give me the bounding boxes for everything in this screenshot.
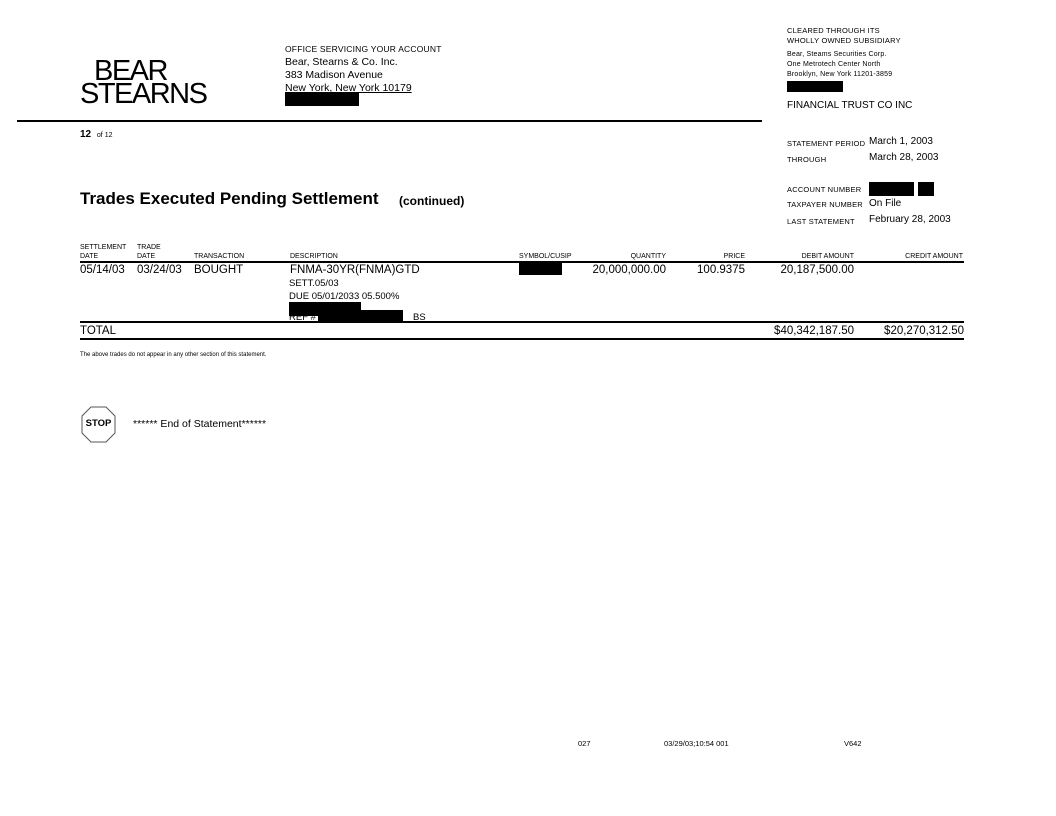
trade-date: 03/24/03 xyxy=(137,264,182,276)
clearing-street: One Metrotech Center North xyxy=(787,61,881,68)
header-credit: CREDIT AMOUNT xyxy=(905,253,963,260)
total-debit: $40,342,187.50 xyxy=(774,325,854,337)
footer-version: V642 xyxy=(844,739,862,748)
note: The above trades do not appear in any ot… xyxy=(80,352,267,358)
header-debit: DEBIT AMOUNT xyxy=(801,253,854,260)
transaction: BOUGHT xyxy=(194,264,244,276)
header-trade-date: TRADE DATE xyxy=(137,244,161,260)
description-line-2: SETT.05/03 xyxy=(289,278,339,289)
taxpayer-value: On File xyxy=(869,198,902,209)
account-number-label: ACCOUNT NUMBER xyxy=(787,185,862,194)
footer-timestamp: 03/29/03;10:54 001 xyxy=(664,739,729,748)
redaction xyxy=(318,310,403,323)
page-total: of 12 xyxy=(96,132,113,139)
logo-line-2: STEARNS xyxy=(80,78,208,110)
statement-period-value: March 1, 2003 xyxy=(869,136,933,147)
logo-line-1: BEAR xyxy=(94,55,168,87)
account-name: FINANCIAL TRUST CO INC xyxy=(787,100,913,111)
total-credit: $20,270,312.50 xyxy=(884,325,964,337)
page-number: 12 of 12 xyxy=(80,129,112,140)
redaction xyxy=(787,81,843,92)
redaction xyxy=(285,93,359,106)
header-quantity: QUANTITY xyxy=(630,253,666,260)
quantity: 20,000,000.00 xyxy=(592,264,666,276)
ref-suffix: BS xyxy=(413,312,426,323)
bear-stearns-logo: BEAR STEARNS xyxy=(80,55,208,109)
redaction xyxy=(519,262,562,275)
footer-code: 027 xyxy=(578,739,591,748)
redaction xyxy=(918,182,934,196)
total-rule-bottom xyxy=(80,338,964,340)
stop-sign-icon: STOP xyxy=(81,406,116,443)
header-settlement-date: SETTLEMENT DATE xyxy=(80,244,127,260)
total-label: TOTAL xyxy=(80,325,116,337)
description-line-3: DUE 05/01/2033 05.500% xyxy=(289,291,400,302)
through-value: March 28, 2003 xyxy=(869,152,939,163)
header-rule xyxy=(80,261,964,263)
last-statement-value: February 28, 2003 xyxy=(869,214,951,225)
clearing-name: Bear, Steams Securities Corp. xyxy=(787,51,887,58)
redaction xyxy=(869,182,914,196)
header-transaction: TRANSACTION xyxy=(194,253,245,260)
clearing-city: Brooklyn, New York 11201-3859 xyxy=(787,71,893,78)
section-title: Trades Executed Pending Settlement xyxy=(80,189,379,208)
total-rule-top xyxy=(80,321,964,323)
ref-label: REF # xyxy=(289,312,316,323)
description-line-1: FNMA-30YR(FNMA)GTD xyxy=(290,264,420,276)
end-of-statement: ****** End of Statement****** xyxy=(133,418,267,430)
header-price: PRICE xyxy=(723,253,745,260)
statement-period-label: STATEMENT PERIOD xyxy=(787,139,866,148)
price: 100.9375 xyxy=(697,264,745,276)
section-subtitle: (continued) xyxy=(399,194,465,208)
page-current: 12 xyxy=(80,129,92,140)
settlement-date: 05/14/03 xyxy=(80,264,125,276)
last-statement-label: LAST STATEMENT xyxy=(787,217,855,226)
taxpayer-label: TAXPAYER NUMBER xyxy=(787,200,863,209)
header-rule xyxy=(17,120,762,122)
cleared-line-2: WHOLLY OWNED SUBSIDIARY xyxy=(787,36,901,45)
office-street: 383 Madison Avenue xyxy=(285,69,383,81)
office-heading: OFFICE SERVICING YOUR ACCOUNT xyxy=(285,44,442,54)
office-name: Bear, Stearns & Co. Inc. xyxy=(285,56,398,68)
cleared-line-1: CLEARED THROUGH ITS xyxy=(787,26,880,35)
stop-label: STOP xyxy=(85,418,112,429)
through-label: THROUGH xyxy=(787,155,827,164)
header-description: DESCRIPTION xyxy=(290,253,338,260)
office-city: New York, New York 10179 xyxy=(285,82,412,94)
debit-amount: 20,187,500.00 xyxy=(780,264,854,276)
header-symbol: SYMBOL/CUSIP xyxy=(519,253,572,260)
